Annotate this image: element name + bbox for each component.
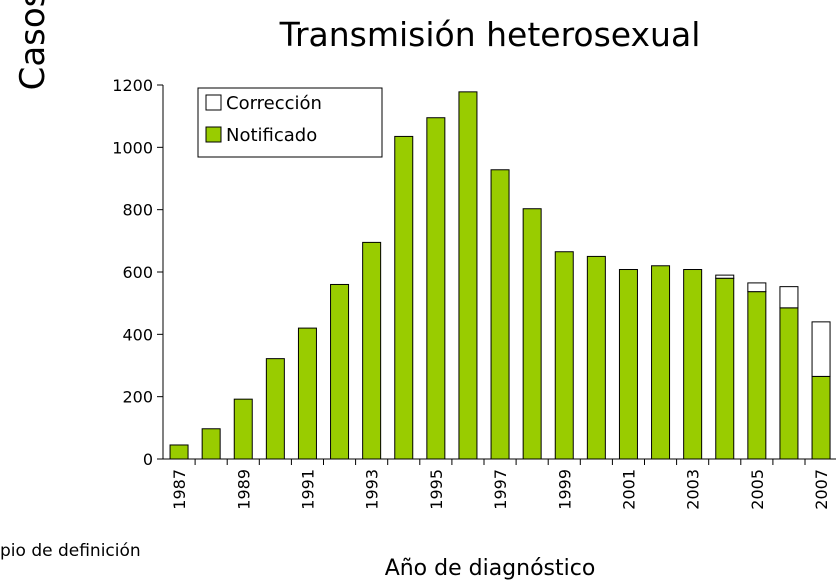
bar <box>811 375 831 460</box>
bar <box>618 269 638 460</box>
legend-swatch <box>205 94 222 111</box>
bar <box>779 286 799 309</box>
note: pio de definición <box>0 541 141 561</box>
y-tick-label: 1000 <box>112 138 153 157</box>
bar <box>297 327 317 460</box>
bar <box>715 274 735 279</box>
x-tick-label: 1995 <box>427 469 446 510</box>
x-tick-label: 1987 <box>170 469 189 510</box>
bar <box>458 91 478 460</box>
x-tick-label: 1989 <box>234 469 253 510</box>
y-tick-label: 200 <box>122 388 153 407</box>
bar <box>651 265 671 460</box>
bar <box>554 251 574 460</box>
bar <box>201 428 221 460</box>
y-tick-label: 600 <box>122 263 153 282</box>
bar <box>233 398 253 460</box>
bar <box>747 282 767 293</box>
chart-title: Transmisión heterosexual <box>279 15 701 54</box>
bar <box>362 241 382 460</box>
bar <box>169 444 189 460</box>
x-tick-label: 1997 <box>491 469 510 510</box>
x-axis-label: Año de diagnóstico <box>385 556 596 580</box>
bar <box>330 283 350 460</box>
bar <box>715 277 735 460</box>
y-tick-label: 400 <box>122 325 153 344</box>
bar <box>490 169 510 460</box>
bar <box>522 208 542 460</box>
bar <box>426 117 446 460</box>
y-axis-label: Casos <box>13 0 53 90</box>
x-tick-label: 2003 <box>684 469 703 510</box>
legend-swatch <box>205 126 222 143</box>
y-tick-label: 1200 <box>112 76 153 95</box>
x-tick-label: 2007 <box>812 469 831 510</box>
bar <box>586 255 606 460</box>
legend-label: Notificado <box>226 125 317 146</box>
bar <box>779 307 799 460</box>
x-tick-label: 1999 <box>555 469 574 510</box>
y-tick-label: 800 <box>122 201 153 220</box>
x-tick-label: 1993 <box>363 469 382 510</box>
bar <box>265 358 285 460</box>
bar <box>747 291 767 460</box>
legend-box <box>197 87 383 158</box>
bar <box>811 321 831 377</box>
x-tick-label: 2005 <box>748 469 767 510</box>
x-tick-label: 1991 <box>298 469 317 510</box>
bar <box>394 135 414 460</box>
bar <box>683 269 703 460</box>
y-tick-label: 0 <box>143 450 153 469</box>
legend-label: Corrección <box>226 93 322 114</box>
x-tick-label: 2001 <box>619 469 638 510</box>
